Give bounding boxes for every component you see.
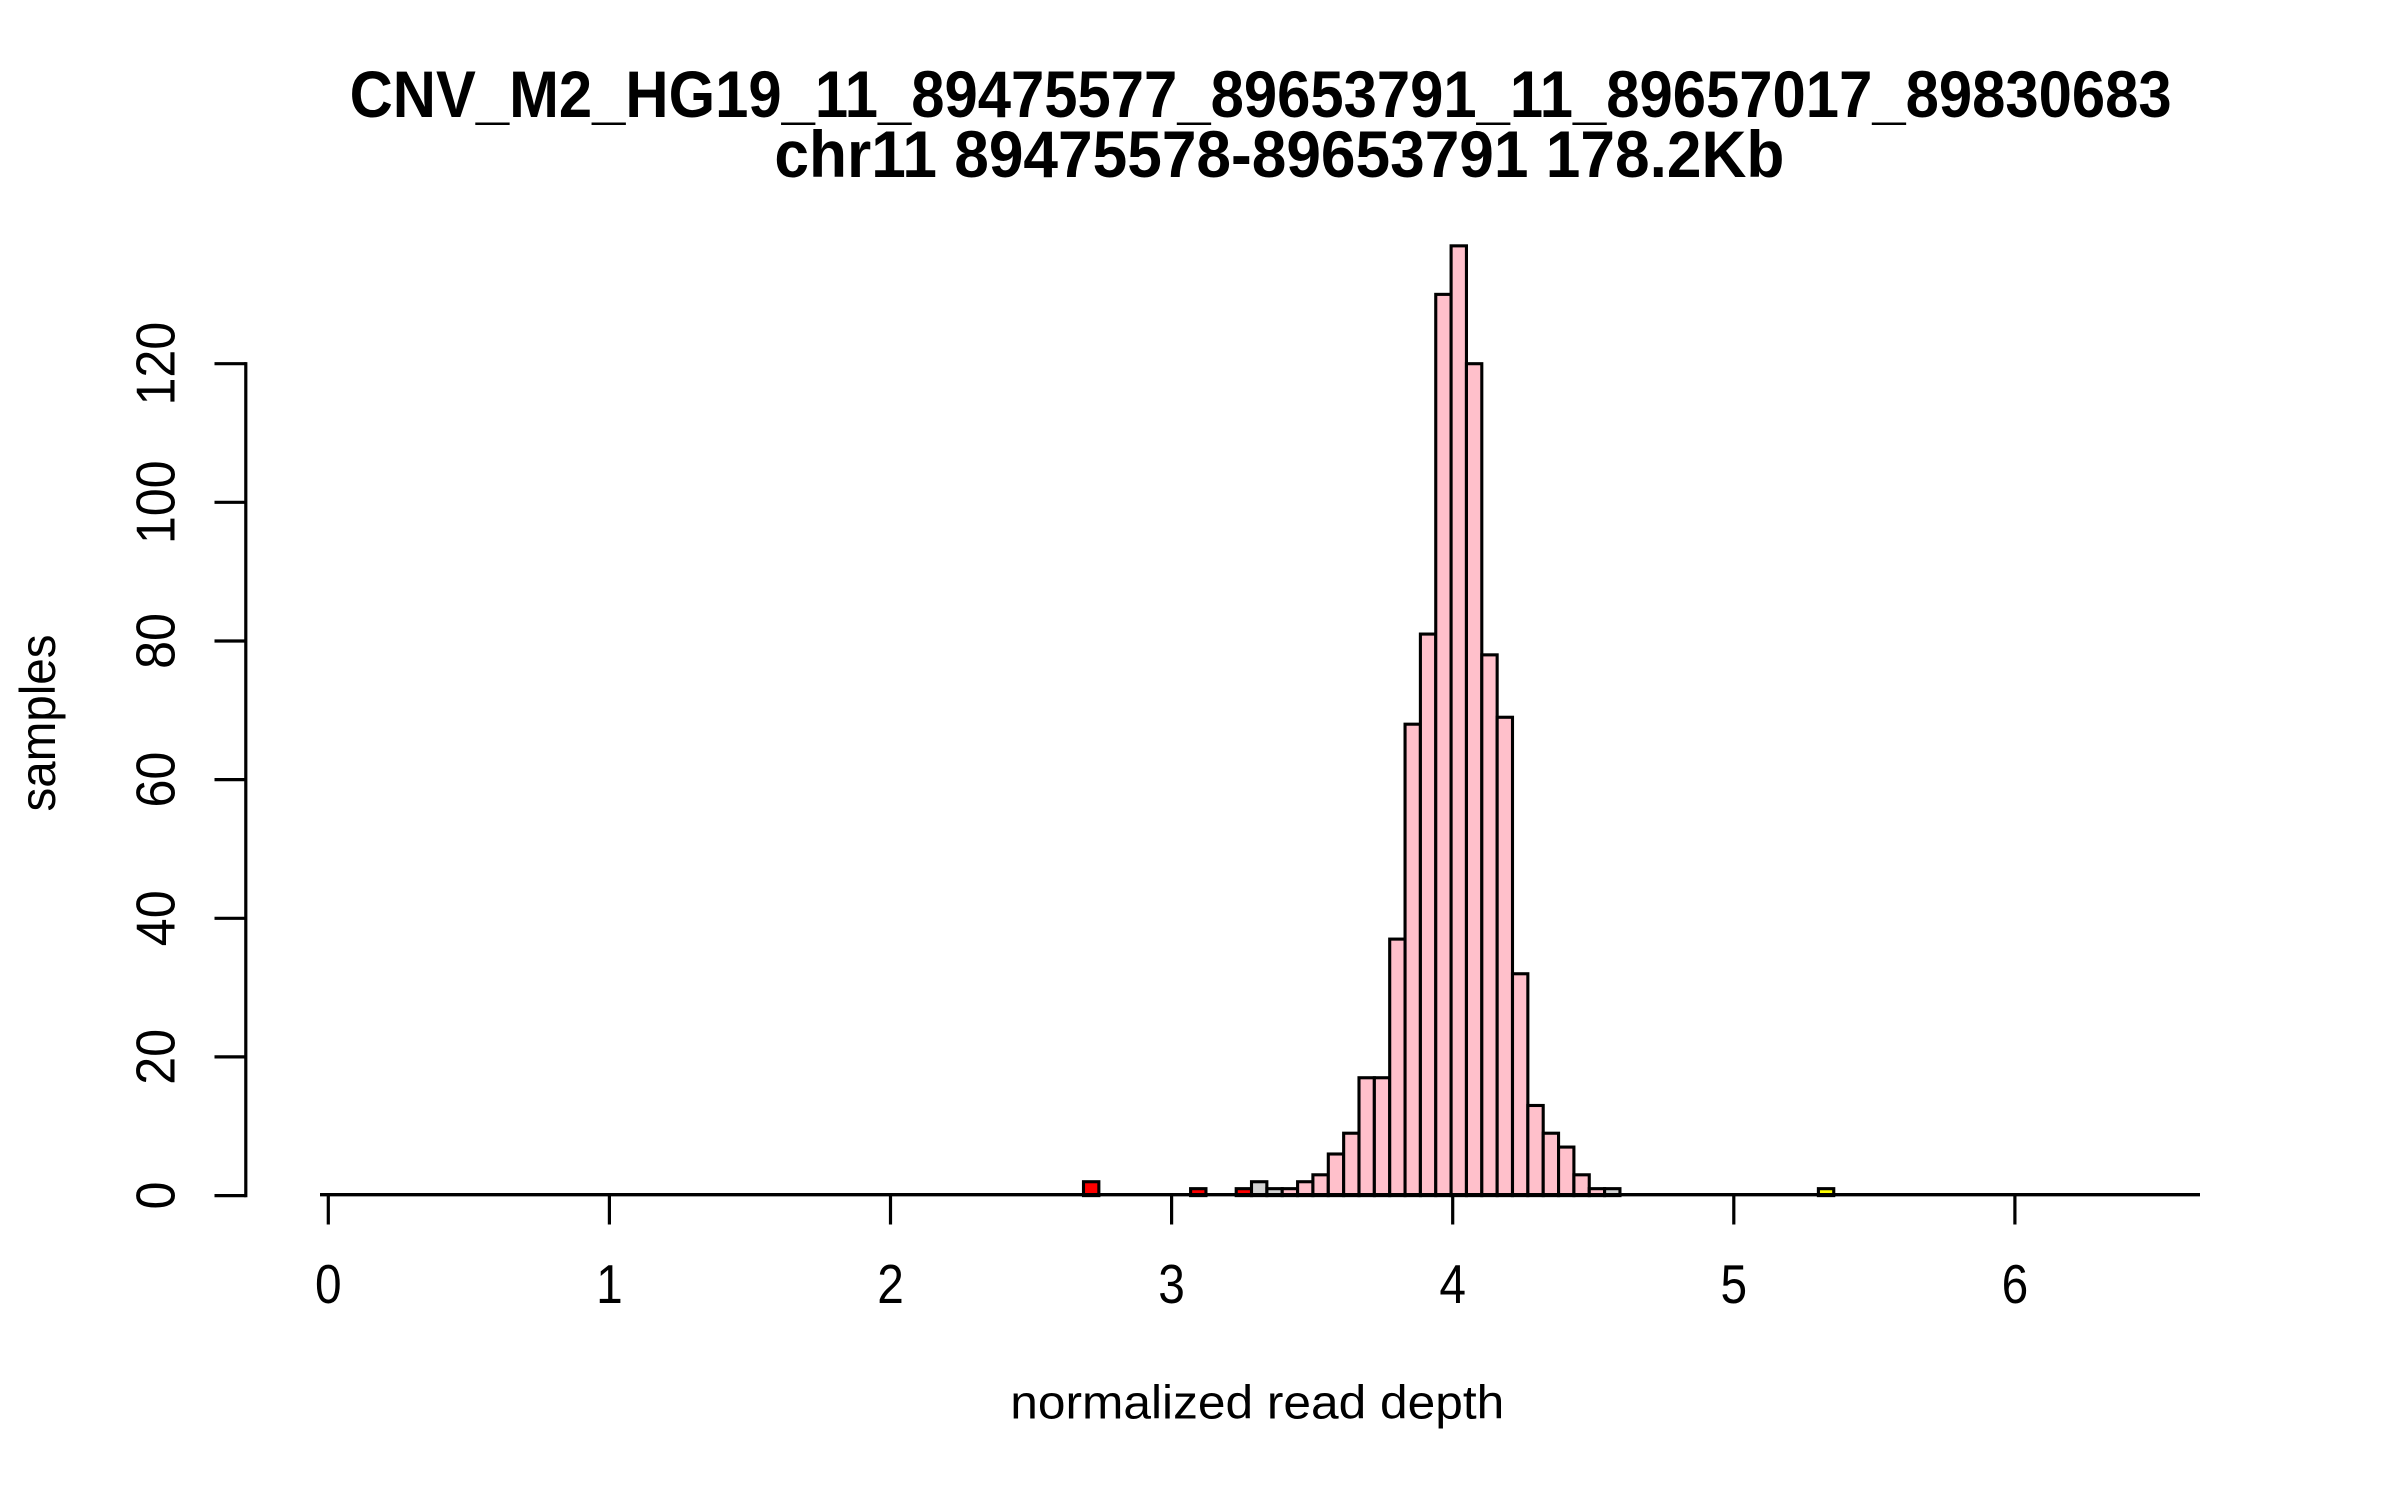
svg-text:5: 5 — [1721, 1253, 1748, 1315]
svg-text:120: 120 — [125, 322, 187, 406]
svg-text:6: 6 — [2002, 1253, 2029, 1315]
svg-text:60: 60 — [125, 752, 187, 808]
svg-text:2: 2 — [877, 1253, 904, 1315]
svg-text:normalized read depth: normalized read depth — [1010, 1376, 1504, 1429]
svg-text:0: 0 — [125, 1182, 187, 1210]
svg-text:1: 1 — [596, 1253, 623, 1315]
svg-text:3: 3 — [1158, 1253, 1185, 1315]
svg-text:80: 80 — [125, 613, 187, 669]
svg-text:0: 0 — [315, 1253, 342, 1315]
svg-text:100: 100 — [125, 460, 187, 544]
svg-text:CNV_M2_HG19_11_89475577_896537: CNV_M2_HG19_11_89475577_89653791_11_8965… — [350, 57, 2172, 131]
svg-text:chr11 89475578-89653791 178.2K: chr11 89475578-89653791 178.2Kb — [774, 117, 1784, 191]
svg-text:4: 4 — [1439, 1253, 1466, 1315]
svg-text:40: 40 — [125, 890, 187, 946]
svg-text:20: 20 — [125, 1029, 187, 1085]
svg-text:samples: samples — [10, 635, 66, 812]
